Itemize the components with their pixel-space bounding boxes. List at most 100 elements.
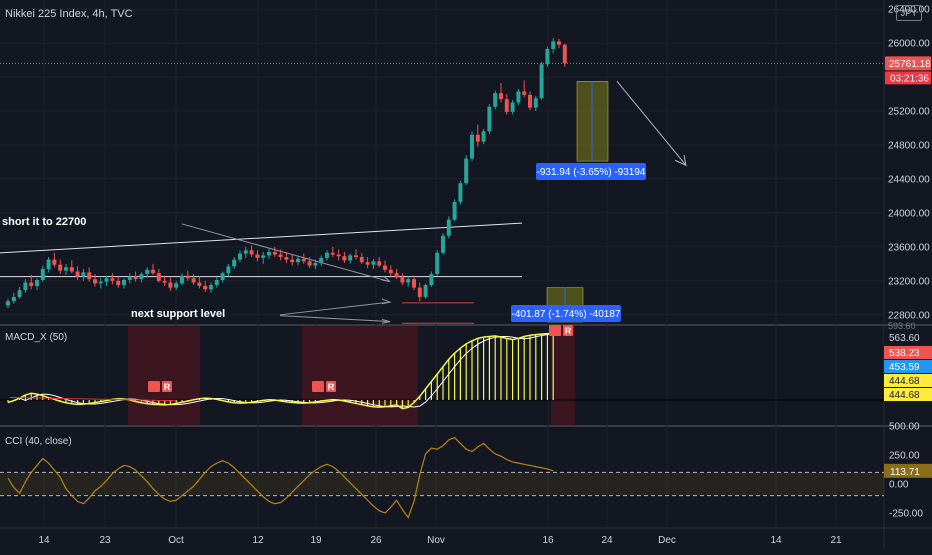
- candle-body: [232, 259, 237, 267]
- price-tick-label: 24400.00: [888, 174, 930, 185]
- candle-body: [17, 290, 22, 297]
- candle-body: [481, 131, 486, 142]
- candle-body: [388, 269, 393, 274]
- macd-shade-zone: [551, 326, 575, 425]
- countdown-label: 03:21:36: [890, 73, 929, 84]
- candle-body: [133, 276, 138, 280]
- macd-shade-zone: [128, 326, 200, 425]
- candle-body: [145, 269, 150, 275]
- candle-body: [354, 255, 358, 258]
- macd-shade-zone: [302, 326, 418, 425]
- candle-body: [156, 273, 161, 281]
- signal-marker-icon: [312, 381, 324, 392]
- candle-body: [493, 93, 498, 107]
- macd-value-label: 563.60: [889, 333, 920, 344]
- candle-body: [110, 278, 115, 281]
- macd-value-badge: [884, 331, 932, 344]
- candle-body: [11, 296, 16, 302]
- cci-pane[interactable]: [0, 436, 884, 519]
- currency-unit-button[interactable]: JPY: [896, 5, 922, 21]
- candle-body: [412, 279, 416, 288]
- candle-body: [359, 257, 364, 263]
- candle-body: [510, 102, 515, 112]
- candle-body: [557, 41, 561, 45]
- macd-value-label: 444.68: [889, 390, 920, 401]
- support-arrow-upper: [279, 301, 391, 316]
- cci-value-label: 113.71: [890, 467, 920, 478]
- drawings-layer[interactable]: -931.94 (-3.65%) -93194 -401.87 (-1.74%) …: [0, 62, 884, 324]
- candle-body: [180, 275, 184, 284]
- arrow-head: [381, 318, 391, 324]
- candle-body: [249, 250, 254, 255]
- candle-body: [377, 261, 382, 266]
- candle-body: [98, 281, 103, 284]
- upper-trendline: [0, 222, 523, 254]
- candle-body: [464, 158, 469, 184]
- candle-body: [226, 266, 231, 274]
- price-axis[interactable]: 26400.0026000.0025600.0025200.0024800.00…: [885, 5, 931, 322]
- candle-body: [406, 279, 411, 283]
- candle-body: [342, 256, 347, 261]
- last-price-badge: [885, 56, 931, 71]
- candle-body: [52, 259, 57, 265]
- candle-body: [69, 267, 74, 272]
- price-tick-label: 24000.00: [888, 208, 930, 219]
- time-tick-label: Nov: [427, 535, 445, 546]
- candle-body: [6, 301, 10, 306]
- time-tick-label: 16: [542, 535, 554, 546]
- candle-body: [551, 41, 556, 50]
- candle-body: [243, 250, 248, 254]
- candle-body: [185, 275, 190, 279]
- cci-value-badge: [884, 463, 932, 478]
- cci-line: [7, 436, 554, 519]
- candle-body: [174, 283, 179, 288]
- time-tick-label: 19: [310, 535, 322, 546]
- price-tick-label: 22800.00: [888, 310, 930, 321]
- candle-body: [93, 279, 97, 284]
- candle-body: [533, 98, 538, 108]
- candle-body: [23, 282, 28, 291]
- candle-body: [319, 257, 324, 264]
- candle-body: [452, 201, 457, 220]
- candle-body: [562, 44, 567, 64]
- signal-marker-icon: [148, 381, 160, 392]
- signal-marker-letter: R: [164, 382, 171, 392]
- signal-marker-badge: [326, 381, 336, 392]
- time-tick-label: 12: [252, 535, 264, 546]
- candle-body: [423, 285, 428, 297]
- candle-body: [458, 183, 463, 202]
- candle-body: [278, 254, 283, 258]
- macd-value-label: 538.23: [889, 348, 920, 359]
- candle-body: [122, 279, 126, 286]
- short-measure-label-bg: [536, 163, 646, 180]
- time-tick-label: 26: [370, 535, 382, 546]
- short-annotation-text: short it to 22700: [2, 216, 86, 228]
- candle-body: [35, 279, 39, 286]
- candle-body: [441, 235, 445, 253]
- macd-value-badge: [884, 360, 932, 373]
- candle-body: [272, 251, 277, 255]
- short-measure-label: -931.94 (-3.65%) -93194: [537, 167, 646, 178]
- time-axis[interactable]: 14 23 Oct 12 19 26 Nov 16 24 Dec 14 21: [38, 535, 842, 546]
- support-annotation-text: next support level: [131, 308, 225, 320]
- cci-tick-label: 0.00: [889, 480, 909, 491]
- candle-body: [29, 282, 34, 286]
- candle-body: [255, 254, 260, 258]
- price-tick-label: 23200.00: [888, 276, 930, 287]
- candle-body: [470, 134, 474, 159]
- signal-marker-badge: [162, 381, 172, 392]
- macd-line: [7, 332, 554, 410]
- candle-body: [487, 106, 492, 132]
- candle-body: [209, 285, 213, 290]
- candle-body: [371, 261, 376, 265]
- price-tick-label: 23600.00: [888, 242, 930, 253]
- candle-body: [429, 274, 434, 286]
- candle-body: [528, 94, 532, 108]
- candle-body: [313, 263, 318, 266]
- macd-axis-label: 593.60: [888, 321, 916, 331]
- candle-body: [197, 282, 202, 286]
- candle-body: [104, 278, 109, 282]
- macd-pane[interactable]: R R R: [0, 325, 884, 425]
- macd-value-label: 453.59: [889, 362, 920, 373]
